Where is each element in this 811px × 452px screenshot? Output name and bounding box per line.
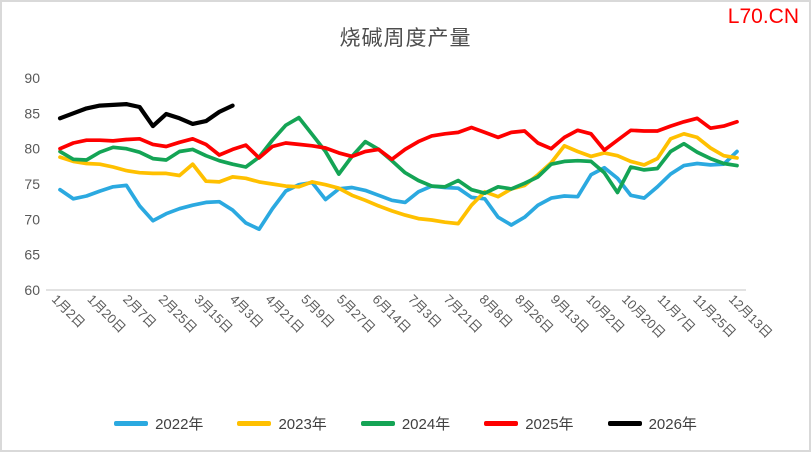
x-axis-label: 8月26日 [512,292,556,336]
series-line-2026 [57,101,235,129]
legend-label: 2023年 [278,416,327,433]
chart-title: 烧碱周度产量 [339,27,472,50]
x-axis-label: 1月20日 [85,292,129,336]
x-axis-label: 4月21日 [263,292,307,336]
legend-item-2026: 2026年 [607,413,697,434]
x-axis-label: 1月2日 [49,292,88,331]
y-axis-label: 85 [24,105,40,121]
legend-label: 2022年 [155,416,204,433]
legend-swatch-icon [360,421,395,426]
x-axis-label: 9月13日 [548,292,592,336]
series-line-2023 [58,131,739,226]
y-axis-label: 70 [24,211,40,227]
chart-legend: 2022年 2023年 2024年 2025年 2026年 [2,413,809,434]
site-watermark: L70.CN [727,5,799,28]
x-axis-label: 3月15日 [191,292,235,336]
legend-item-2024: 2024年 [360,413,451,434]
legend-swatch-icon [114,421,149,426]
legend-swatch-icon [607,421,642,426]
legend-label: 2026年 [648,416,697,433]
legend-item-2023: 2023年 [237,413,327,434]
x-axis-label: 5月27日 [334,292,378,336]
x-axis-label: 10月2日 [583,292,627,336]
y-axis-label: 65 [24,247,40,263]
series-line-2024 [58,115,739,196]
y-axis-label: 80 [24,141,40,157]
legend-swatch-icon [484,421,519,426]
legend-label: 2025年 [525,416,574,433]
y-axis-label: 60 [24,282,40,298]
legend-item-2025: 2025年 [484,413,574,434]
series-line-2025 [58,116,739,162]
y-axis-label: 75 [24,176,40,192]
x-axis-label: 6月14日 [370,292,414,336]
x-axis-label: 2月25日 [156,292,200,336]
legend-swatch-icon [237,421,272,426]
legend-label: 2024年 [401,416,451,433]
legend-item-2022: 2022年 [114,413,203,434]
series-line-2022 [58,149,739,232]
y-axis-label: 90 [24,70,40,86]
x-axis-label: 7月21日 [441,292,485,336]
